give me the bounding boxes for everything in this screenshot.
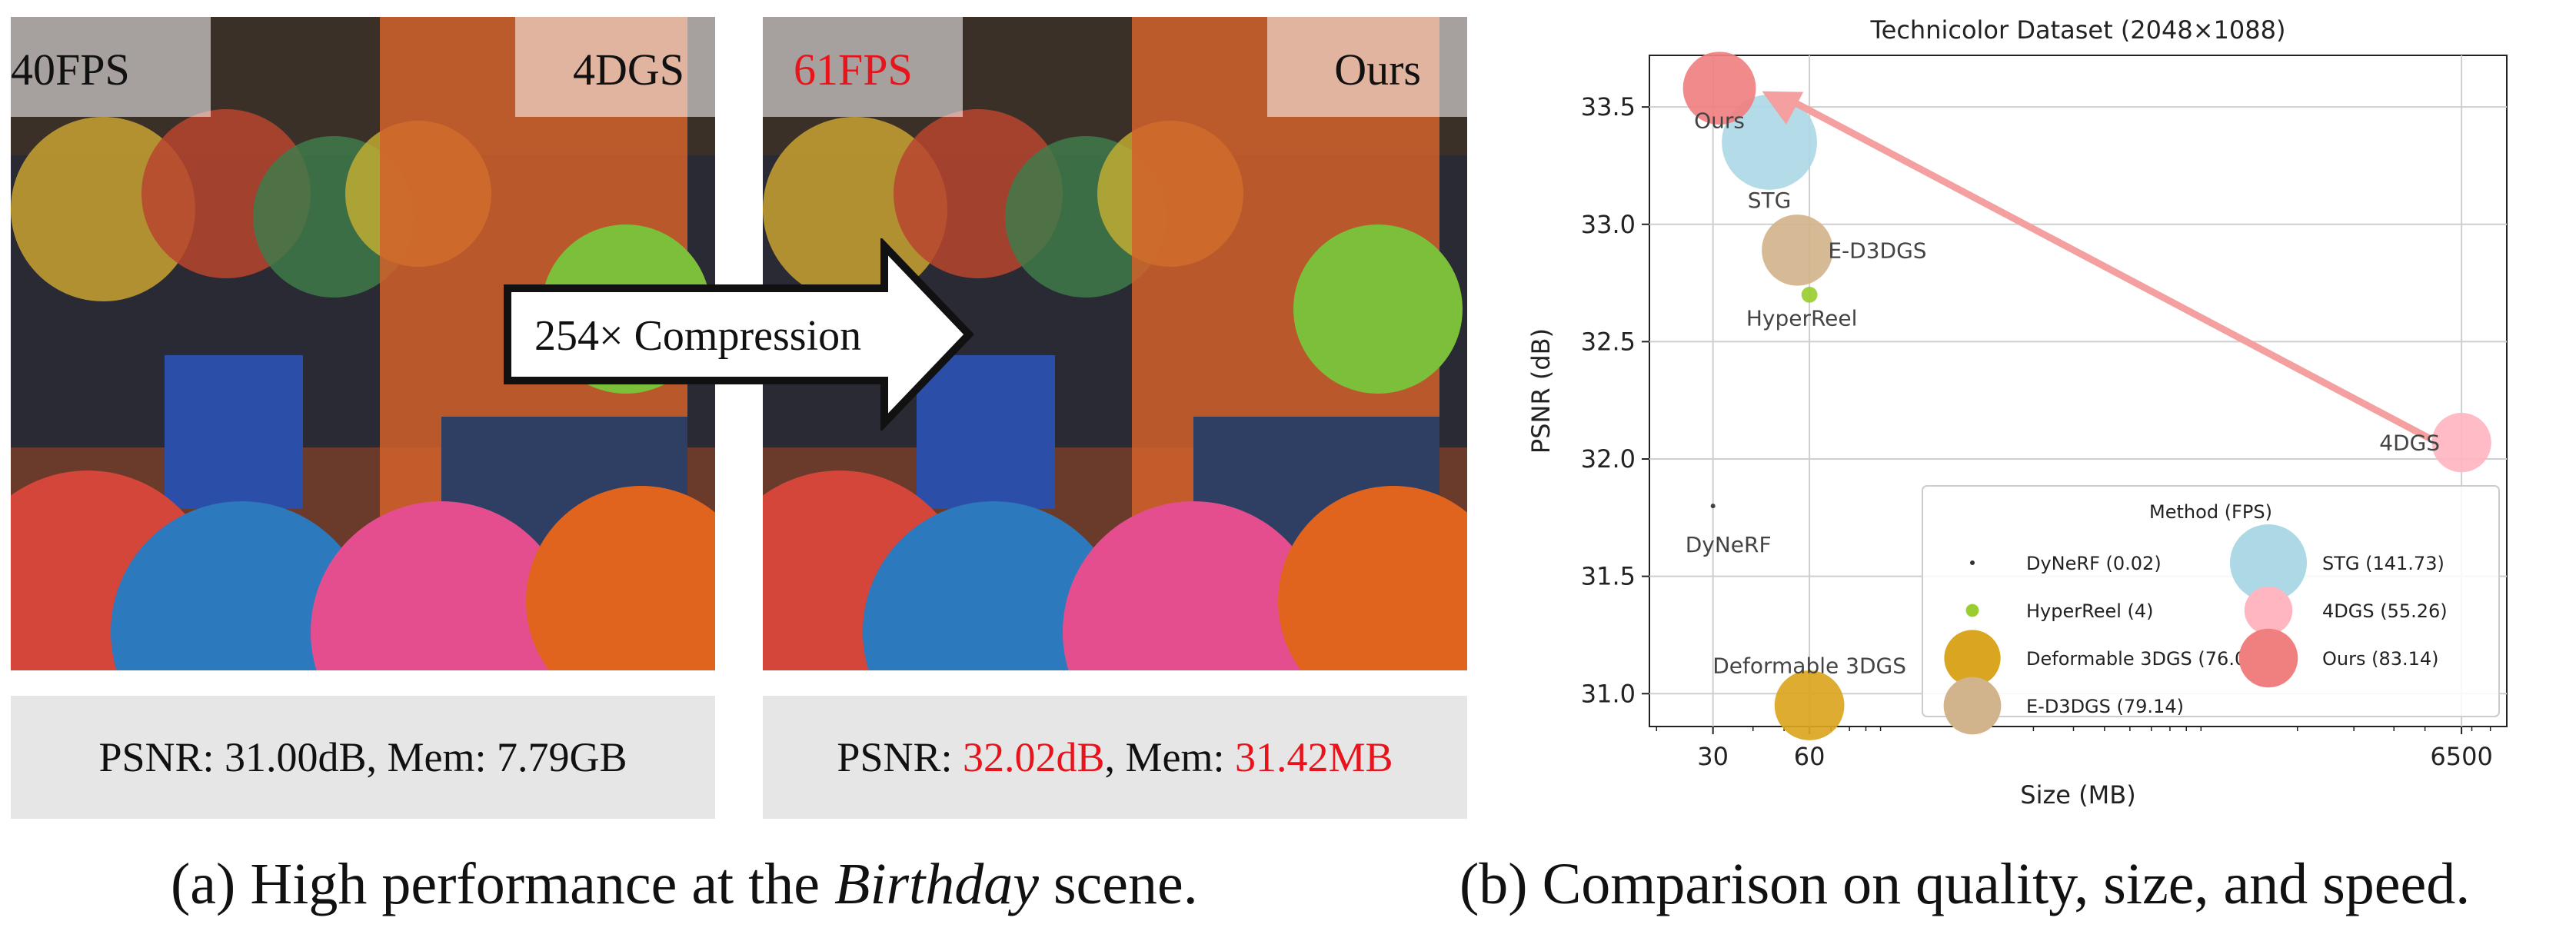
caption-a-prefix: (a) High performance at the — [171, 852, 835, 916]
right-scene-image: 61FPS Ours — [763, 17, 1467, 670]
point-label-e-d3dgs: E-D3DGS — [1828, 238, 1926, 263]
legend-label-dynerf: DyNeRF (0.02) — [2026, 553, 2162, 574]
point-label-dynerf: DyNeRF — [1686, 532, 1772, 557]
fps-label-bg — [11, 17, 211, 117]
legend-label-ours: Ours (83.14) — [2322, 648, 2439, 670]
point-label-ours: Ours — [1694, 108, 1745, 134]
y-tick-label: 31.5 — [1581, 562, 1636, 591]
legend-marker-4dgs — [2244, 586, 2293, 635]
method-label-bg — [515, 17, 715, 117]
point-stg — [1722, 95, 1817, 190]
right-psnr-value: 32.02dB — [963, 734, 1105, 780]
point-label-stg: STG — [1748, 188, 1792, 213]
compression-arrow: 254× Compression — [492, 236, 984, 433]
legend-title: Method (FPS) — [2149, 501, 2272, 523]
caption-b: (b) Comparison on quality, size, and spe… — [1459, 852, 2471, 916]
legend-marker-stg — [2229, 524, 2308, 602]
point-label-4dgs: 4DGS — [2379, 431, 2440, 456]
legend-label-deformable-3dgs: Deformable 3DGS (76.09) — [2026, 648, 2265, 670]
legend-label-e-d3dgs: E-D3DGS (79.14) — [2026, 696, 2184, 717]
y-tick-label: 32.5 — [1581, 327, 1636, 356]
legend-marker-deformable-3dgs — [1944, 630, 2001, 687]
legend-label-hyperreel: HyperReel (4) — [2026, 600, 2154, 622]
left-metrics-text: PSNR: 31.00dB, Mem: 7.79GB — [98, 734, 627, 780]
point-label-deformable-3dgs: Deformable 3DGS — [1712, 653, 1906, 679]
point-label-hyperreel: HyperReel — [1746, 305, 1858, 331]
x-tick-label: 6500 — [2430, 742, 2492, 771]
legend-marker-e-d3dgs — [1943, 677, 2002, 735]
point-e-d3dgs — [1762, 214, 1833, 286]
right-arrow-icon — [504, 236, 974, 433]
x-tick-label: 30 — [1697, 742, 1729, 771]
right-mem-prefix: , Mem: — [1104, 734, 1236, 780]
right-metrics: PSNR: 32.02dB, Mem: 31.42MB — [763, 696, 1467, 819]
point-dynerf — [1710, 504, 1716, 509]
x-tick-label: 60 — [1794, 742, 1825, 771]
y-tick-label: 31.0 — [1581, 679, 1636, 708]
legend-marker-dynerf — [1970, 560, 1975, 565]
right-mem-value: 31.42MB — [1235, 734, 1393, 780]
point-deformable-3dgs — [1774, 670, 1845, 740]
left-method-label: 4DGS — [572, 45, 684, 95]
x-axis-label: Size (MB) — [2020, 780, 2135, 810]
point-4dgs — [2431, 412, 2491, 473]
chart-title: Technicolor Dataset (2048×1088) — [1870, 15, 2286, 45]
legend-marker-ours — [2238, 628, 2298, 688]
left-metrics: PSNR: 31.00dB, Mem: 7.79GB — [11, 696, 715, 819]
improvement-arrowhead — [1762, 91, 1804, 125]
point-hyperreel — [1801, 286, 1818, 303]
method-label-bg — [1267, 17, 1467, 117]
legend-label-4dgs: 4DGS (55.26) — [2322, 600, 2448, 622]
y-tick-label: 33.5 — [1581, 92, 1636, 121]
legend-label-stg: STG (141.73) — [2322, 553, 2445, 574]
y-tick-label: 32.0 — [1581, 444, 1636, 474]
legend-box — [1922, 485, 2500, 717]
left-scene-image: 40FPS 4DGS — [11, 17, 715, 670]
right-method-label: Ours — [1334, 45, 1421, 95]
point-ours — [1682, 52, 1756, 125]
improvement-arrow-line — [1782, 93, 2431, 441]
y-axis-label: PSNR (dB) — [1526, 328, 1556, 454]
legend-marker-hyperreel — [1965, 604, 1979, 617]
caption-a-italic: Birthday — [834, 852, 1039, 916]
caption-a-suffix: scene. — [1038, 852, 1198, 916]
birthday-scene-ours — [763, 17, 1467, 670]
right-psnr-prefix: PSNR: — [837, 734, 963, 780]
caption-a: (a) High performance at the Birthday sce… — [171, 855, 1198, 913]
right-fps-label: 61FPS — [794, 45, 913, 95]
compression-label: 254× Compression — [534, 312, 862, 360]
fps-label-bg — [763, 17, 963, 117]
left-fps-label: 40FPS — [11, 45, 130, 95]
y-tick-label: 33.0 — [1581, 210, 1636, 239]
psnr-size-chart: 31.0 31.5 32.0 32.5 33.0 33.5 30 60 6500 Technico… — [1526, 15, 2508, 810]
